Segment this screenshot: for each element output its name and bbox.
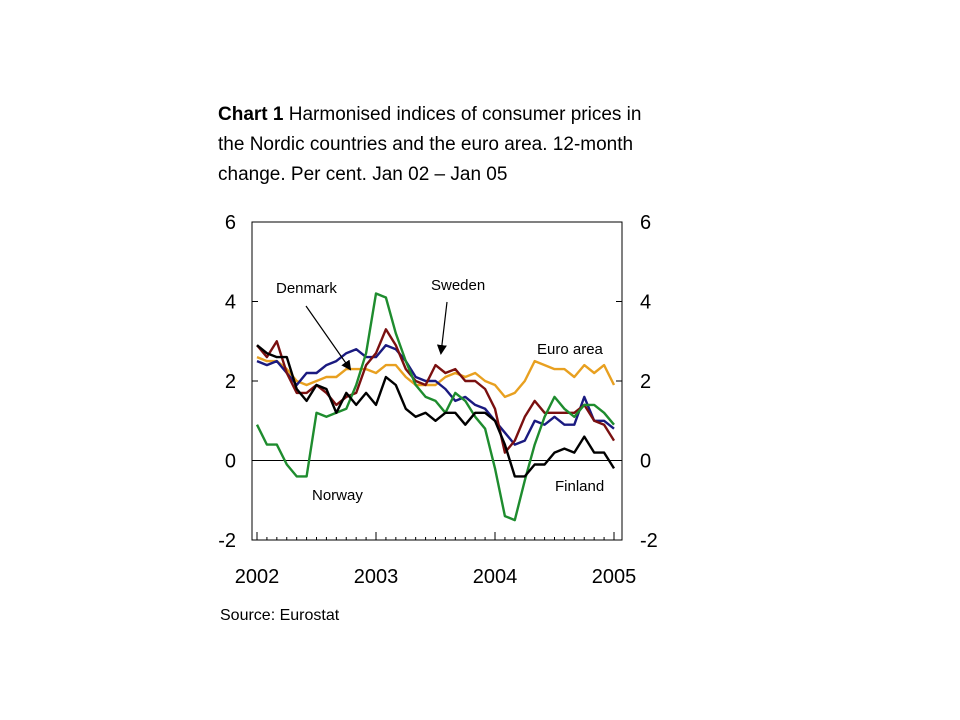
series-lines: [255, 292, 616, 522]
annotation-euro-area: Euro area: [537, 341, 604, 358]
y-tick-label-right: 2: [640, 371, 651, 393]
y-tick-label-right: 0: [640, 451, 651, 473]
annotation-norway: Norway: [312, 487, 363, 504]
annotation-arrow-sweden: [436, 301, 448, 355]
chart-number: Chart 1: [218, 104, 284, 125]
annotation-denmark: Denmark: [276, 280, 337, 297]
x-tick-label: 2005: [592, 566, 637, 588]
y-tick-label-left: 4: [225, 292, 236, 314]
series-line-euro-area: [256, 355, 616, 399]
x-tick-label: 2004: [473, 566, 518, 588]
series-line-norway: [255, 292, 615, 522]
series-line-finland: [256, 344, 616, 478]
y-tick-label-left: 6: [225, 212, 236, 234]
y-tick-label-right: -2: [640, 530, 658, 552]
y-tick-label-right: 6: [640, 212, 651, 234]
y-tick-label-left: -2: [218, 530, 236, 552]
series-line-denmark: [256, 344, 615, 446]
annotations: Denmark Sweden Euro area Norway Finland: [276, 277, 604, 504]
annotation-finland: Finland: [555, 478, 604, 495]
source-note: Source: Eurostat: [220, 607, 340, 624]
chart-title-text: Harmonised indices of consumer prices in…: [218, 104, 642, 185]
x-tick-label: 2003: [354, 566, 399, 588]
y-tick-label-left: 0: [225, 451, 236, 473]
y-tick-label-right: 4: [640, 292, 651, 314]
annotation-sweden: Sweden: [431, 277, 485, 294]
axis-ticks: 6 6 4 4 2 2 0 0 -2 -2 2002 2003 2004 2005: [218, 212, 658, 588]
y-tick-label-left: 2: [225, 371, 236, 393]
annotation-arrow-denmark: [305, 305, 352, 371]
x-tick-label: 2002: [235, 566, 280, 588]
chart-title: Chart 1 Harmonised indices of consumer p…: [218, 100, 668, 190]
